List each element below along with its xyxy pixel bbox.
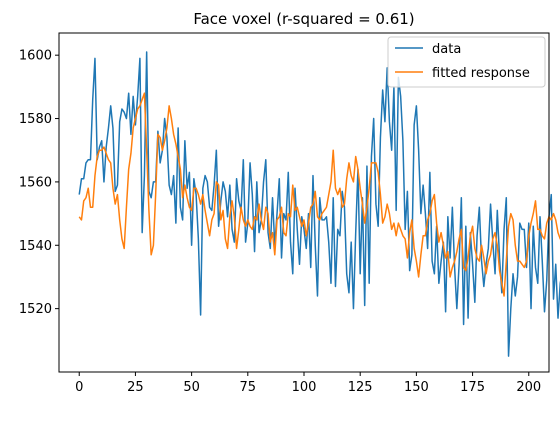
legend-label-data: data bbox=[432, 42, 461, 57]
x-tick-label: 175 bbox=[460, 380, 485, 395]
series-line-data bbox=[78, 51, 560, 357]
x-tick-label: 125 bbox=[348, 380, 373, 395]
y-tick-label: 1540 bbox=[19, 239, 52, 254]
y-axis: 1520 1540 1560 1580 1600 bbox=[19, 49, 59, 317]
x-tick-label: 150 bbox=[404, 380, 429, 395]
y-tick-label: 1580 bbox=[19, 112, 52, 127]
x-axis: 0 25 50 75 100 125 150 175 200 bbox=[75, 372, 541, 395]
legend: data fitted response bbox=[387, 36, 546, 88]
legend-box bbox=[387, 36, 546, 88]
x-tick-label: 100 bbox=[292, 380, 317, 395]
series-line-fitted-response bbox=[78, 92, 560, 297]
y-tick-label: 1600 bbox=[19, 49, 52, 64]
y-tick-label: 1560 bbox=[19, 175, 52, 190]
chart-title: Face voxel (r-squared = 0.61) bbox=[193, 10, 414, 28]
x-tick-label: 75 bbox=[240, 380, 257, 395]
y-tick-label: 1520 bbox=[19, 302, 52, 317]
x-tick-label: 200 bbox=[516, 380, 541, 395]
x-tick-label: 0 bbox=[75, 380, 83, 395]
x-tick-label: 25 bbox=[127, 380, 144, 395]
legend-label-fitted-response: fitted response bbox=[432, 66, 530, 81]
plot-series bbox=[78, 51, 560, 357]
x-tick-label: 50 bbox=[183, 380, 200, 395]
